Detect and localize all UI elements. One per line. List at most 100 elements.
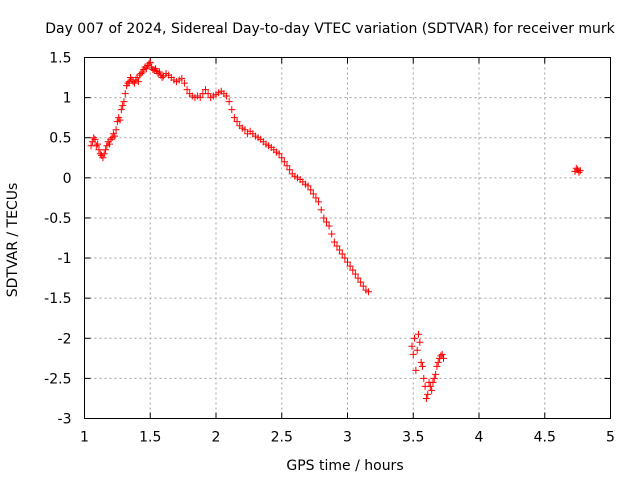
data-point-marker <box>320 214 328 222</box>
data-point-marker <box>328 230 336 238</box>
y-tick-label: 1 <box>63 91 72 107</box>
data-point-marker <box>137 70 145 78</box>
y-tick-label: 0.5 <box>49 131 71 147</box>
chart-title: Day 007 of 2024, Sidereal Day-to-day VTE… <box>45 21 615 37</box>
data-point-marker <box>417 358 425 366</box>
x-tick-label: 5 <box>606 430 615 446</box>
y-tick-label: -1 <box>58 251 72 267</box>
grid-layer <box>84 57 611 419</box>
data-point-marker <box>315 198 323 206</box>
data-point-marker <box>91 135 99 143</box>
data-point-marker <box>120 98 128 106</box>
data-point-marker <box>119 102 127 110</box>
data-point-marker <box>233 118 241 126</box>
x-axis-label: GPS time / hours <box>286 458 403 474</box>
data-point-marker <box>429 378 437 386</box>
x-tick-label: 2 <box>212 430 221 446</box>
data-point-marker <box>415 330 423 338</box>
data-point-marker <box>304 182 312 190</box>
y-tick-label: -1.5 <box>44 291 71 307</box>
data-point-marker <box>117 106 125 114</box>
data-point-marker <box>351 270 359 278</box>
data-point-marker <box>116 116 124 124</box>
data-point-marker <box>180 79 188 87</box>
data-point-marker <box>241 126 249 134</box>
data-point-marker <box>434 358 442 366</box>
data-point-marker <box>330 238 338 246</box>
data-point-marker <box>105 140 113 148</box>
data-point-marker <box>433 362 441 370</box>
data-point-marker <box>354 274 362 282</box>
y-axis-label: SDTVAR / TECUs <box>5 183 21 298</box>
data-point-marker <box>280 158 288 166</box>
data-point-marker <box>134 78 142 86</box>
x-tick-label: 1 <box>80 430 89 446</box>
data-point-marker <box>422 394 430 402</box>
data-point-marker <box>325 222 333 230</box>
data-point-marker <box>275 150 283 158</box>
data-point-marker <box>344 258 351 266</box>
data-point-marker <box>283 162 291 170</box>
data-point-marker <box>309 190 317 198</box>
data-point-marker <box>408 342 416 350</box>
data-point-marker <box>230 114 238 122</box>
data-point-marker <box>146 58 154 66</box>
data-point-marker <box>94 140 102 148</box>
data-point-marker <box>317 206 325 214</box>
data-point-marker <box>130 79 138 87</box>
data-point-marker <box>572 164 580 172</box>
x-tick-label: 4 <box>475 430 484 446</box>
y-tick-label: -2 <box>58 331 72 347</box>
x-tick-label: 4.5 <box>534 430 556 446</box>
data-point-marker <box>365 288 373 296</box>
data-point-marker <box>99 154 107 162</box>
data-point-marker <box>412 366 420 374</box>
data-point-marker <box>346 262 354 270</box>
y-tick-label: -2.5 <box>44 371 71 387</box>
data-point-marker <box>576 167 584 175</box>
x-tick-label: 2.5 <box>271 430 293 446</box>
data-point-marker <box>439 354 447 362</box>
x-tick-label: 3 <box>343 430 352 446</box>
data-point-marker <box>312 194 320 202</box>
data-point-marker <box>411 334 419 342</box>
data-point-marker <box>196 94 204 102</box>
y-tick-label: 0 <box>63 171 72 187</box>
tick-layer: 1 1.5 2 2.5 3 3.5 4 4.5 5 1.5 1 0.5 0 -0.5 -1 -1.5 -2 -2.… <box>44 51 615 446</box>
data-point-marker <box>420 374 428 382</box>
data-point-marker <box>413 346 421 354</box>
data-point-marker <box>204 90 212 98</box>
data-point-marker <box>409 350 417 358</box>
data-point-marker <box>428 386 436 394</box>
data-point-marker <box>432 370 440 378</box>
data-point-marker <box>111 132 119 140</box>
data-point-marker <box>142 65 150 73</box>
data-point-marker <box>336 246 344 254</box>
data-point-marker <box>90 134 98 142</box>
plot-frame <box>84 57 611 419</box>
x-tick-label: 1.5 <box>139 430 161 446</box>
data-point-marker <box>102 146 110 154</box>
data-point-marker <box>575 168 583 176</box>
data-point-marker <box>307 186 315 194</box>
data-point-marker <box>341 254 349 262</box>
data-point-marker <box>100 150 108 158</box>
data-point-marker <box>228 106 236 114</box>
data-point-marker <box>418 362 426 370</box>
data-point-marker <box>426 382 434 390</box>
data-point-marker <box>286 166 294 174</box>
data-point-marker <box>333 242 341 250</box>
data-point-marker <box>183 86 191 94</box>
data-point-marker <box>124 79 132 87</box>
data-point-marker <box>158 74 166 82</box>
data-point-marker <box>359 282 367 290</box>
data-point-marker <box>416 338 424 346</box>
data-point-marker <box>278 154 286 162</box>
data-point-marker <box>322 218 330 226</box>
data-point-marker <box>225 98 233 106</box>
data-point-marker <box>92 142 100 150</box>
data-point-marker <box>155 68 163 76</box>
y-tick-label: -3 <box>58 412 72 428</box>
data-point-marker <box>349 266 357 274</box>
